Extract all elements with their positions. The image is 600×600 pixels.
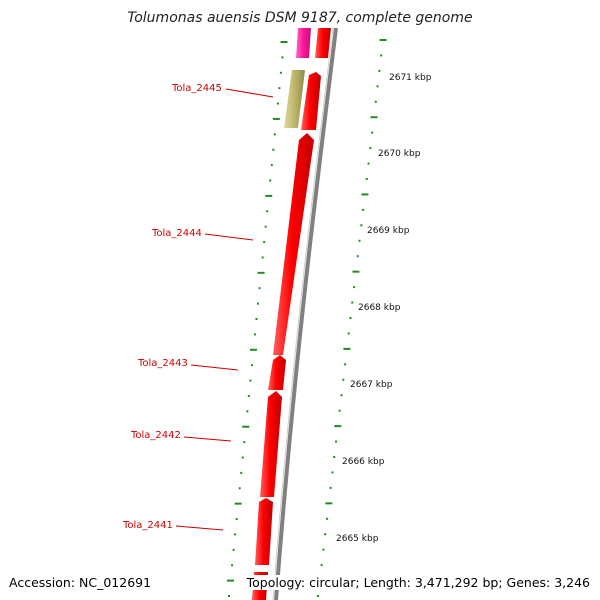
tick-label-2668: 2668 kbp xyxy=(358,303,401,313)
gene-top-red xyxy=(315,28,331,58)
gene-label-tola-2445[interactable]: Tola_2445 xyxy=(171,83,222,94)
inner-tick-ring xyxy=(227,41,288,597)
backbone-line xyxy=(274,27,338,600)
tick-label-2669: 2669 kbp xyxy=(367,226,410,236)
gene-red-2 xyxy=(273,133,314,355)
gene-tola-2445 xyxy=(284,70,305,128)
tick-label-2670: 2670 kbp xyxy=(378,149,421,159)
tick-label-2671: 2671 kbp xyxy=(389,73,432,83)
gene-leader-tola-2442 xyxy=(183,436,232,442)
gene-leader-tola-2444 xyxy=(204,233,254,241)
gene-red-3 xyxy=(268,355,286,390)
gene-labels: Tola_2445 Tola_2444 Tola_2443 Tola_2442 … xyxy=(122,83,274,531)
gene-label-tola-2444[interactable]: Tola_2444 xyxy=(151,228,202,239)
gene-leader-tola-2445 xyxy=(225,88,274,98)
gene-label-tola-2443[interactable]: Tola_2443 xyxy=(137,358,188,369)
backbone-highlight xyxy=(272,27,334,600)
gene-leader-tola-2443 xyxy=(190,364,239,371)
outer-tick-ring xyxy=(316,39,387,597)
gene-red-5 xyxy=(255,498,273,565)
tick-label-2667: 2667 kbp xyxy=(350,380,393,390)
accession-text: Accession: NC_012691 xyxy=(9,575,152,590)
gene-red-4 xyxy=(260,391,282,497)
gene-red-1 xyxy=(301,72,321,130)
gene-label-tola-2442[interactable]: Tola_2442 xyxy=(130,430,181,441)
topology-text: Topology: circular; Length: 3,471,292 bp… xyxy=(243,575,590,590)
kbp-labels: 2671 kbp 2670 kbp 2669 kbp 2668 kbp 2667… xyxy=(336,73,432,544)
map-title: Tolumonas auensis DSM 9187, complete gen… xyxy=(127,10,473,26)
tick-label-2665: 2665 kbp xyxy=(336,534,379,544)
gene-leader-tola-2441 xyxy=(175,525,224,531)
gene-label-tola-2441[interactable]: Tola_2441 xyxy=(122,520,173,531)
tick-label-2666: 2666 kbp xyxy=(342,457,385,467)
gene-top-pink xyxy=(296,28,311,58)
